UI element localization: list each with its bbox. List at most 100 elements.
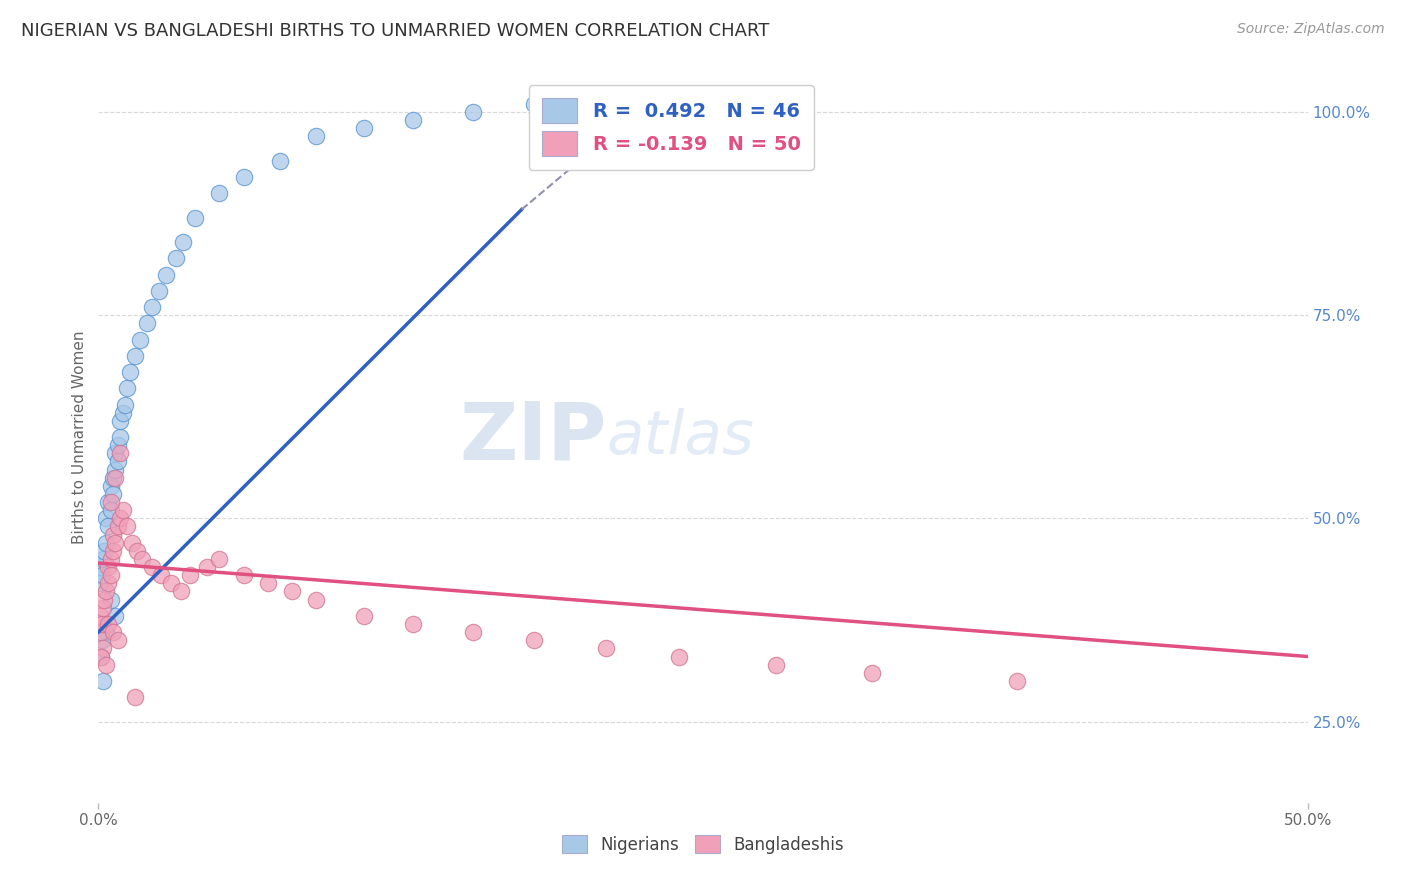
Point bbox=[165, 252, 187, 266]
Point bbox=[523, 633, 546, 648]
Point bbox=[101, 625, 124, 640]
Point bbox=[104, 462, 127, 476]
Point bbox=[107, 519, 129, 533]
Point bbox=[94, 535, 117, 549]
Point bbox=[195, 560, 218, 574]
Point bbox=[169, 584, 191, 599]
Point bbox=[118, 365, 141, 379]
Point bbox=[104, 446, 127, 460]
Point bbox=[100, 592, 122, 607]
Point bbox=[121, 535, 143, 549]
Point bbox=[114, 398, 136, 412]
Point bbox=[91, 673, 114, 688]
Text: atlas: atlas bbox=[606, 408, 754, 467]
Point bbox=[108, 430, 131, 444]
Point bbox=[91, 641, 114, 656]
Point bbox=[523, 96, 546, 111]
Point bbox=[100, 552, 122, 566]
Point bbox=[402, 617, 425, 632]
Point bbox=[595, 641, 617, 656]
Point bbox=[91, 552, 114, 566]
Point bbox=[131, 552, 153, 566]
Point bbox=[89, 608, 111, 623]
Point bbox=[90, 649, 112, 664]
Point bbox=[97, 519, 120, 533]
Point bbox=[305, 129, 328, 144]
Point bbox=[668, 649, 690, 664]
Point bbox=[100, 568, 122, 582]
Point bbox=[107, 438, 129, 452]
Point bbox=[97, 560, 120, 574]
Point bbox=[124, 690, 146, 705]
Point bbox=[108, 414, 131, 428]
Point bbox=[90, 625, 112, 640]
Point bbox=[184, 211, 207, 225]
Point bbox=[463, 105, 485, 120]
Point bbox=[90, 560, 112, 574]
Point bbox=[353, 121, 375, 136]
Point bbox=[97, 576, 120, 591]
Point bbox=[104, 471, 127, 485]
Text: ZIP: ZIP bbox=[458, 398, 606, 476]
Point bbox=[269, 153, 291, 168]
Point bbox=[101, 487, 124, 501]
Point bbox=[208, 186, 231, 201]
Point bbox=[232, 568, 254, 582]
Point bbox=[108, 446, 131, 460]
Point bbox=[93, 592, 115, 607]
Legend: Nigerians, Bangladeshis: Nigerians, Bangladeshis bbox=[555, 829, 851, 860]
Point bbox=[155, 268, 177, 282]
Point bbox=[135, 316, 157, 330]
Point bbox=[90, 649, 112, 664]
Point bbox=[172, 235, 194, 249]
Point bbox=[111, 406, 134, 420]
Point bbox=[91, 617, 114, 632]
Point bbox=[860, 665, 883, 680]
Point bbox=[232, 169, 254, 184]
Point bbox=[94, 511, 117, 525]
Point bbox=[89, 576, 111, 591]
Point bbox=[101, 471, 124, 485]
Point bbox=[179, 568, 201, 582]
Point bbox=[141, 300, 163, 314]
Point bbox=[91, 568, 114, 582]
Point bbox=[107, 633, 129, 648]
Point bbox=[100, 479, 122, 493]
Text: NIGERIAN VS BANGLADESHI BIRTHS TO UNMARRIED WOMEN CORRELATION CHART: NIGERIAN VS BANGLADESHI BIRTHS TO UNMARR… bbox=[21, 22, 769, 40]
Point bbox=[101, 544, 124, 558]
Point bbox=[160, 576, 183, 591]
Point bbox=[91, 600, 114, 615]
Point bbox=[104, 608, 127, 623]
Point bbox=[101, 527, 124, 541]
Point bbox=[97, 495, 120, 509]
Point bbox=[1007, 673, 1029, 688]
Point bbox=[100, 503, 122, 517]
Point bbox=[141, 560, 163, 574]
Point bbox=[281, 584, 304, 599]
Point bbox=[148, 284, 170, 298]
Point bbox=[208, 552, 231, 566]
Point bbox=[128, 333, 150, 347]
Point bbox=[117, 519, 139, 533]
Text: Source: ZipAtlas.com: Source: ZipAtlas.com bbox=[1237, 22, 1385, 37]
Point bbox=[100, 495, 122, 509]
Point bbox=[463, 625, 485, 640]
Point bbox=[94, 625, 117, 640]
Point bbox=[91, 633, 114, 648]
Y-axis label: Births to Unmarried Women: Births to Unmarried Women bbox=[72, 330, 87, 544]
Point bbox=[108, 511, 131, 525]
Point bbox=[117, 381, 139, 395]
Point bbox=[150, 568, 173, 582]
Point bbox=[94, 584, 117, 599]
Point bbox=[353, 608, 375, 623]
Point bbox=[107, 454, 129, 468]
Point bbox=[93, 544, 115, 558]
Point bbox=[256, 576, 278, 591]
Point bbox=[111, 503, 134, 517]
Point bbox=[402, 113, 425, 128]
Point bbox=[765, 657, 787, 672]
Point bbox=[305, 592, 328, 607]
Point bbox=[124, 349, 146, 363]
Point bbox=[97, 617, 120, 632]
Point bbox=[94, 657, 117, 672]
